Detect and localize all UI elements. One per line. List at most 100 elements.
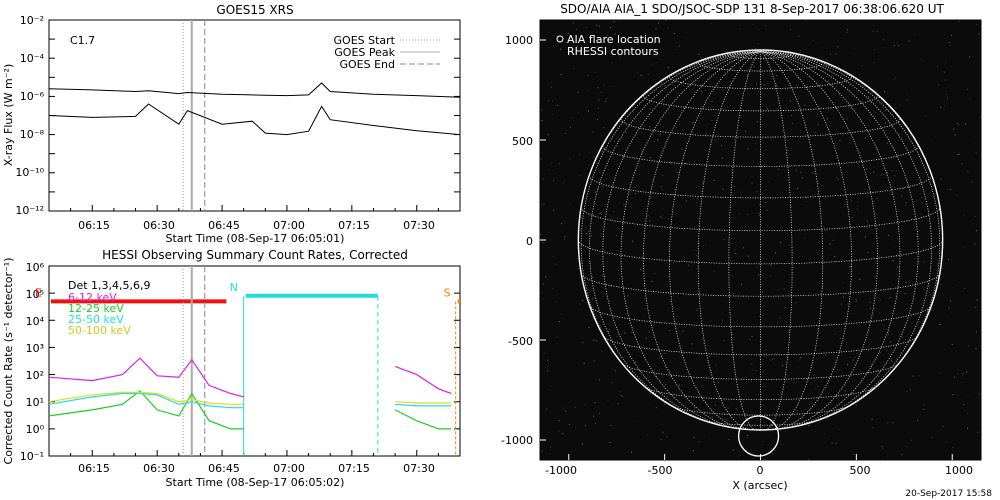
- aia-noise-dot: [851, 217, 853, 218]
- aia-noise-dot: [839, 337, 841, 339]
- aia-noise-dot: [560, 313, 562, 315]
- aia-noise-dot: [856, 208, 858, 210]
- aia-noise-dot: [693, 437, 695, 439]
- aia-noise-dot: [640, 74, 642, 76]
- aia-noise-dot: [873, 62, 875, 64]
- aia-noise-dot: [876, 149, 878, 151]
- aia-noise-dot: [855, 404, 857, 406]
- aia-noise-dot: [861, 65, 863, 67]
- aia-noise-dot: [808, 425, 810, 427]
- aia-noise-dot: [607, 400, 609, 402]
- hessi-legend: Det 1,3,4,5,6,9 6-12 keV 12-25 keV 25-50…: [68, 279, 151, 337]
- aia-noise-dot: [548, 100, 549, 102]
- aia-noise-dot: [774, 252, 776, 254]
- aia-noise-dot: [599, 25, 600, 27]
- aia-noise-dot: [557, 104, 559, 106]
- aia-noise-dot: [796, 188, 798, 190]
- aia-noise-dot: [610, 85, 612, 87]
- aia-noise-dot: [758, 204, 760, 206]
- aia-noise-dot: [903, 453, 905, 455]
- aia-noise-dot: [740, 109, 742, 111]
- aia-noise-dot: [738, 455, 740, 457]
- aia-noise-dot: [757, 121, 758, 123]
- aia-noise-dot: [873, 49, 875, 51]
- aia-noise-dot: [593, 415, 594, 417]
- hessi-panel: HESSI Observing Summary Count Rates, Cor…: [2, 248, 461, 489]
- aia-noise-dot: [777, 289, 779, 291]
- aia-noise-dot: [891, 170, 893, 172]
- aia-xtick: 0: [757, 464, 764, 477]
- aia-noise-dot: [650, 196, 652, 198]
- aia-noise-dot: [958, 124, 960, 126]
- aia-noise-dot: [978, 33, 980, 35]
- aia-noise-dot: [651, 280, 653, 282]
- aia-noise-dot: [549, 446, 551, 448]
- aia-noise-dot: [560, 223, 562, 225]
- aia-noise-dot: [588, 327, 590, 328]
- aia-ytick: 500: [512, 135, 533, 148]
- aia-noise-dot: [847, 364, 849, 366]
- aia-noise-dot: [721, 157, 723, 159]
- aia-noise-dot: [865, 168, 867, 170]
- aia-noise-dot: [900, 105, 902, 107]
- aia-noise-dot: [601, 150, 603, 152]
- aia-noise-dot: [721, 145, 723, 147]
- aia-noise-dot: [800, 171, 802, 173]
- aia-noise-dot: [953, 128, 954, 130]
- aia-noise-dot: [905, 446, 907, 447]
- aia-xlabel: X (arcsec): [732, 479, 787, 492]
- aia-noise-dot: [844, 78, 846, 80]
- aia-noise-dot: [653, 292, 655, 294]
- aia-noise-dot: [620, 395, 622, 397]
- aia-noise-dot: [948, 259, 950, 261]
- aia-noise-dot: [770, 359, 772, 361]
- aia-noise-dot: [586, 47, 588, 49]
- aia-noise-dot: [661, 175, 663, 177]
- aia-noise-dot: [564, 236, 566, 238]
- aia-noise-dot: [662, 431, 664, 433]
- aia-noise-dot: [548, 169, 550, 171]
- aia-noise-dot: [637, 72, 639, 74]
- aia-noise-dot: [664, 352, 666, 354]
- aia-noise-dot: [892, 79, 894, 80]
- aia-noise-dot: [580, 216, 582, 218]
- aia-noise-dot: [576, 50, 578, 52]
- aia-noise-dot: [798, 78, 800, 79]
- hessi-frame: [48, 265, 461, 457]
- aia-noise-dot: [879, 312, 881, 314]
- aia-noise-dot: [582, 443, 584, 445]
- aia-noise-dot: [864, 236, 866, 238]
- aia-longitude-line: [760, 51, 878, 429]
- aia-noise-dot: [943, 105, 945, 107]
- aia-noise-dot: [638, 191, 640, 193]
- aia-noise-dot: [734, 59, 736, 61]
- aia-noise-dot: [605, 100, 607, 102]
- aia-noise-dot: [766, 418, 768, 420]
- aia-noise-dot: [582, 342, 583, 344]
- aia-noise-dot: [747, 434, 749, 436]
- aia-noise-dot: [878, 375, 880, 377]
- aia-noise-dot: [977, 431, 979, 433]
- aia-noise-dot: [905, 204, 906, 206]
- aia-noise-dot: [887, 422, 889, 424]
- aia-noise-dot: [968, 56, 970, 58]
- aia-noise-dot: [814, 132, 816, 133]
- aia-noise-dot: [805, 196, 807, 198]
- aia-noise-dot: [638, 421, 640, 423]
- aia-noise-dot: [586, 27, 588, 28]
- aia-noise-dot: [665, 384, 667, 386]
- goes-series-line-1: [48, 103, 461, 136]
- aia-noise-dot: [603, 84, 605, 86]
- aia-noise-dot: [836, 143, 838, 145]
- aia-noise-dot: [693, 161, 695, 163]
- aia-noise-dot: [808, 292, 810, 294]
- aia-noise-dot: [774, 431, 776, 433]
- aia-noise-dot: [886, 172, 888, 174]
- aia-noise-dot: [755, 48, 757, 50]
- hessi-title: HESSI Observing Summary Count Rates, Cor…: [102, 248, 408, 262]
- aia-noise-dot: [639, 166, 641, 167]
- aia-noise-dot: [910, 439, 912, 441]
- goes-class-label: C1.7: [70, 34, 95, 47]
- aia-noise-dot: [543, 298, 545, 300]
- aia-noise-dot: [823, 433, 825, 435]
